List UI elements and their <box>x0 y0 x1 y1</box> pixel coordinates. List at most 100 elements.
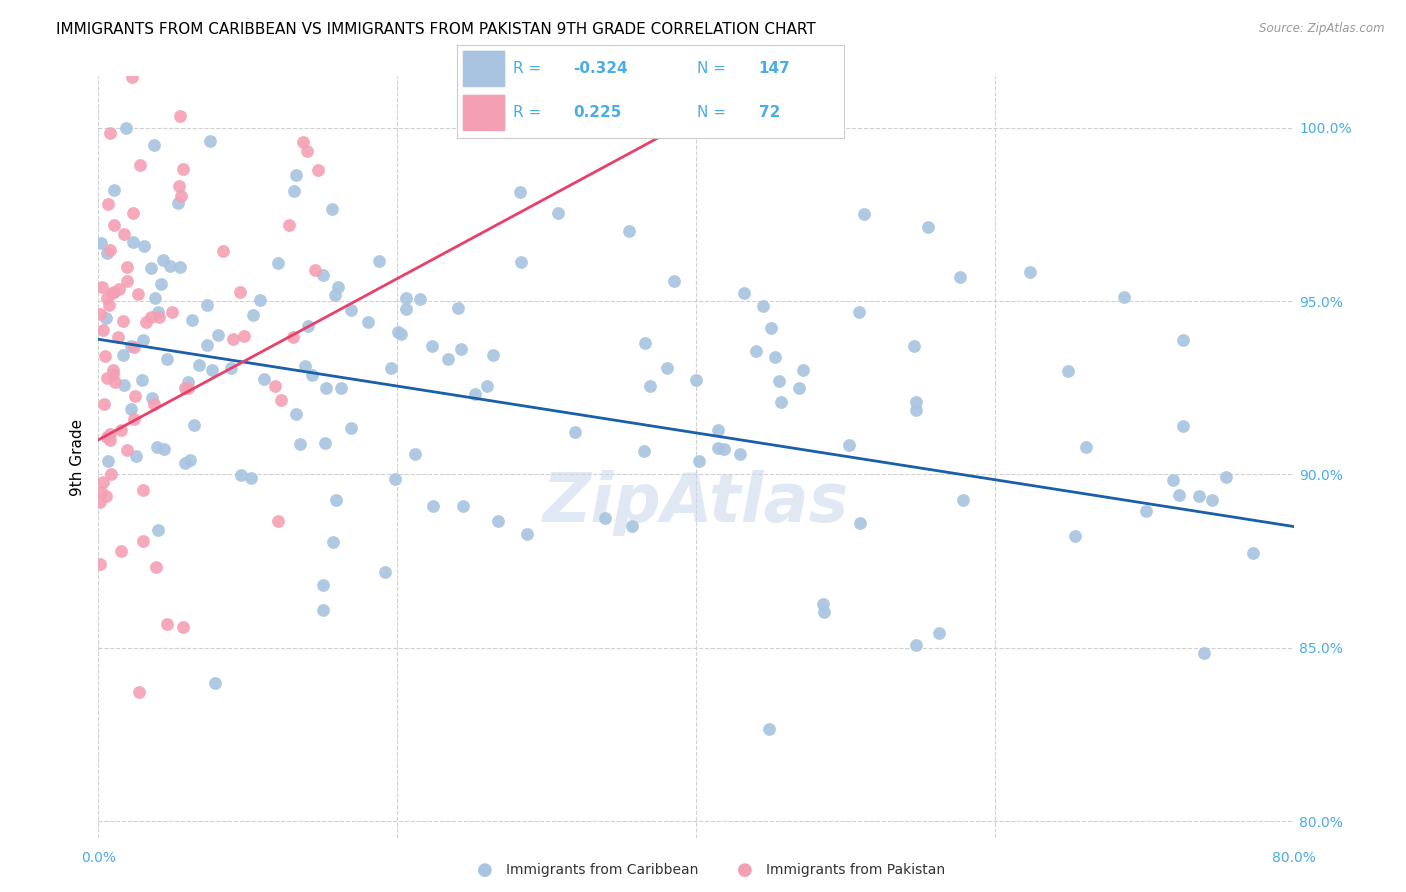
Point <box>101 285 124 300</box>
Point <box>160 304 183 318</box>
Point <box>103 285 125 300</box>
Point <box>464 387 486 401</box>
Point <box>103 218 125 232</box>
Point <box>281 329 304 343</box>
Point <box>131 483 153 497</box>
Point <box>91 280 114 294</box>
Point <box>564 425 586 439</box>
Point <box>96 454 118 468</box>
Point <box>132 534 155 549</box>
Point <box>384 472 406 486</box>
Point <box>145 560 167 574</box>
Point <box>387 325 409 339</box>
Point <box>110 423 132 437</box>
Point <box>204 676 226 690</box>
Point <box>100 467 122 481</box>
Point <box>103 183 125 197</box>
Point <box>420 339 443 353</box>
Point <box>96 291 118 305</box>
Point <box>98 126 121 140</box>
Point <box>121 235 143 250</box>
Point <box>187 359 209 373</box>
Point <box>128 685 150 699</box>
Point <box>486 514 509 528</box>
Point <box>1241 546 1264 560</box>
Text: Immigrants from Pakistan: Immigrants from Pakistan <box>766 863 945 877</box>
Point <box>294 359 316 373</box>
Point <box>89 495 111 509</box>
Point <box>792 363 814 377</box>
Point <box>395 292 418 306</box>
Point <box>312 603 335 617</box>
Point <box>104 375 127 389</box>
Point <box>93 397 115 411</box>
Point <box>374 565 396 579</box>
Point <box>1173 418 1195 433</box>
Point <box>813 605 835 619</box>
Point <box>1074 441 1097 455</box>
Point <box>1161 473 1184 487</box>
Point <box>330 381 353 395</box>
Point <box>838 438 860 452</box>
Text: Source: ZipAtlas.com: Source: ZipAtlas.com <box>1260 22 1385 36</box>
Point <box>904 395 927 409</box>
Point <box>395 301 418 316</box>
Point <box>285 168 308 182</box>
Point <box>617 224 640 238</box>
Point <box>122 205 145 219</box>
Point <box>685 373 707 387</box>
Point <box>758 723 780 737</box>
Point <box>283 185 305 199</box>
Point <box>263 379 285 393</box>
Point <box>96 371 118 385</box>
Point <box>231 467 253 482</box>
Point <box>1201 493 1223 508</box>
Point <box>325 493 347 508</box>
Text: -0.324: -0.324 <box>574 62 627 77</box>
Text: IMMIGRANTS FROM CARIBBEAN VS IMMIGRANTS FROM PAKISTAN 9TH GRADE CORRELATION CHAR: IMMIGRANTS FROM CARIBBEAN VS IMMIGRANTS … <box>56 22 815 37</box>
Text: 80.0%: 80.0% <box>1271 851 1316 864</box>
Point <box>152 252 174 267</box>
Point <box>917 220 939 235</box>
Point <box>437 352 460 367</box>
Text: N =: N = <box>697 62 731 77</box>
Point <box>655 361 678 376</box>
Point <box>295 144 318 158</box>
Text: R =: R = <box>513 105 551 120</box>
Point <box>297 319 319 334</box>
Point <box>195 337 218 351</box>
Point <box>270 393 292 408</box>
Point <box>115 260 138 274</box>
Point <box>1064 529 1087 543</box>
Point <box>96 246 118 260</box>
Point <box>167 178 190 193</box>
Point <box>368 254 391 268</box>
Point <box>132 333 155 347</box>
Point <box>380 361 402 376</box>
Point <box>849 516 872 530</box>
Point <box>107 329 129 343</box>
Text: ZipAtlas: ZipAtlas <box>543 470 849 536</box>
Point <box>97 196 120 211</box>
Point <box>124 340 146 354</box>
Text: 72: 72 <box>759 105 780 120</box>
Point <box>156 352 179 367</box>
Point <box>745 343 768 358</box>
Point <box>180 313 202 327</box>
Point <box>728 447 751 461</box>
Point <box>905 402 928 417</box>
Point <box>620 519 643 533</box>
Point <box>516 527 538 541</box>
Point <box>91 323 114 337</box>
Point <box>169 260 191 275</box>
Point <box>1173 333 1195 347</box>
Point <box>240 471 263 485</box>
Point <box>903 339 925 353</box>
Point <box>143 137 166 152</box>
Point <box>475 379 498 393</box>
Point <box>174 381 197 395</box>
Point <box>221 360 243 375</box>
Point <box>169 109 191 123</box>
Point <box>98 434 121 448</box>
Point <box>120 339 142 353</box>
